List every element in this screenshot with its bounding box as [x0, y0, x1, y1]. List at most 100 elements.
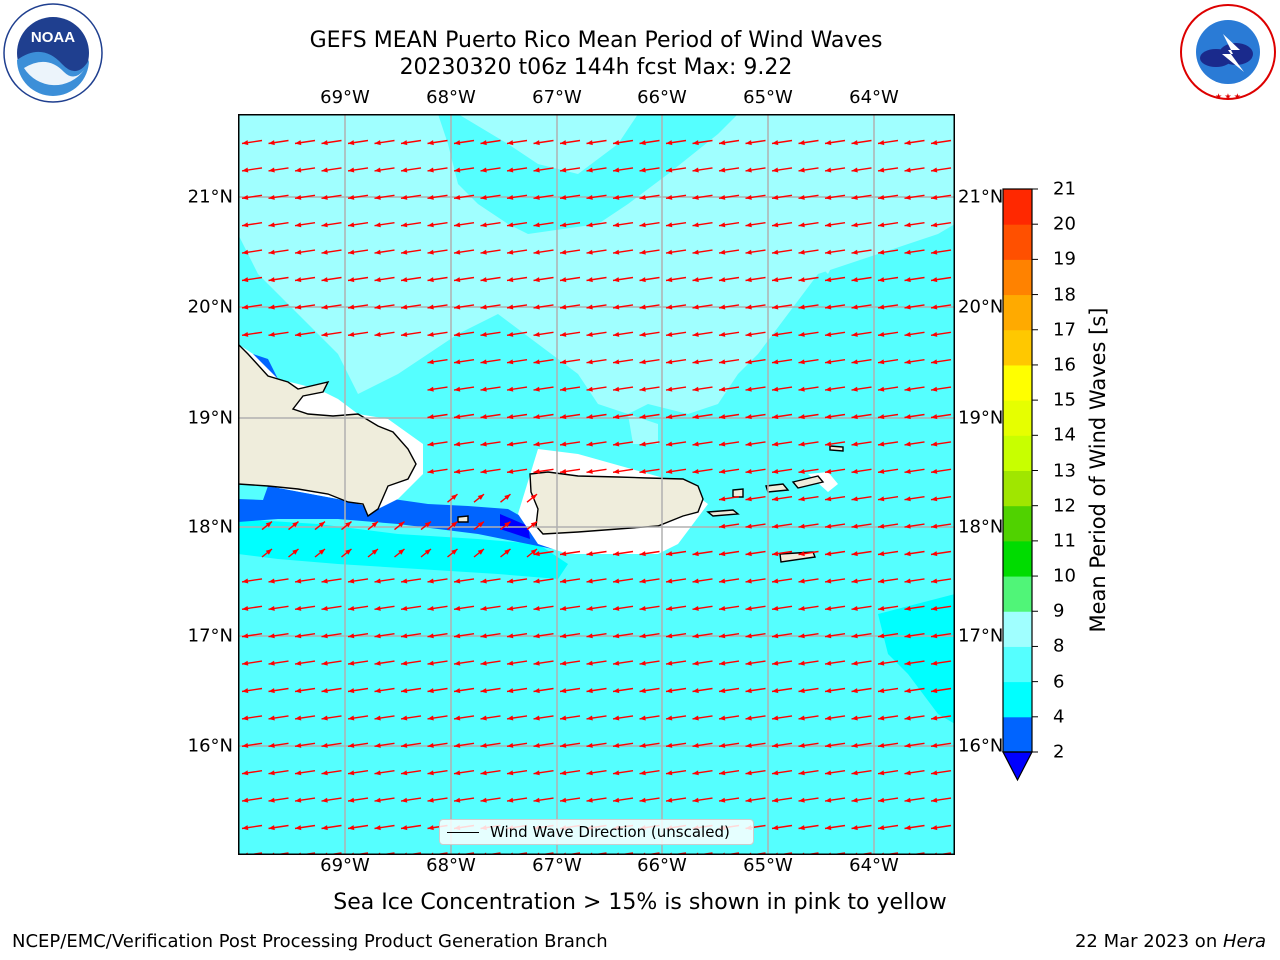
- wave-direction-arrow: [745, 167, 766, 173]
- wave-direction-arrow: [427, 742, 448, 748]
- wave-direction-arrow: [586, 304, 607, 310]
- wave-direction-arrow: [453, 578, 475, 584]
- wave-direction-arrow: [798, 770, 819, 776]
- wave-direction-arrow: [612, 633, 634, 639]
- wave-direction-arrow: [241, 276, 263, 283]
- wave-direction-arrow: [904, 413, 925, 420]
- wave-direction-arrow: [824, 687, 846, 694]
- wave-direction-arrow: [374, 222, 395, 228]
- wave-direction-arrow: [586, 441, 607, 447]
- wave-direction-arrow: [904, 578, 925, 584]
- wave-direction-arrow: [692, 276, 713, 283]
- wave-direction-arrow: [506, 386, 528, 392]
- wave-direction-arrow: [930, 441, 952, 447]
- wave-direction-arrow: [559, 276, 581, 283]
- wave-direction-arrow: [930, 276, 952, 283]
- wave-direction-arrow: [851, 687, 872, 694]
- wave-direction-arrow: [692, 304, 713, 310]
- wave-direction-arrow: [427, 304, 448, 310]
- lon-tick-top: 67°W: [532, 87, 582, 108]
- wave-direction-arrow: [824, 660, 846, 666]
- wave-direction-arrow: [347, 276, 369, 283]
- wave-direction-arrow: [824, 742, 846, 748]
- wave-direction-arrow: [665, 276, 687, 283]
- wave-direction-arrow: [241, 715, 263, 721]
- wave-direction-arrow: [241, 304, 263, 310]
- wave-direction-arrow: [261, 521, 273, 531]
- wave-direction-arrow: [559, 359, 581, 365]
- wave-direction-arrow: [718, 359, 740, 365]
- legend-label: Wind Wave Direction (unscaled): [490, 823, 730, 841]
- wave-direction-arrow: [639, 222, 660, 228]
- wave-direction-arrow: [400, 660, 422, 666]
- wave-direction-arrow: [745, 331, 766, 337]
- wave-direction-arrow: [851, 660, 872, 666]
- wave-direction-arrow: [798, 139, 819, 146]
- period-zone-8-9: [868, 144, 908, 184]
- wave-direction-arrow: [586, 687, 607, 694]
- wave-direction-arrow: [904, 331, 925, 337]
- wave-direction-arrow: [824, 578, 846, 584]
- wave-direction-arrow: [586, 742, 607, 748]
- wave-direction-arrow: [930, 496, 952, 502]
- land-island: [829, 445, 844, 452]
- wave-direction-arrow: [321, 167, 342, 173]
- wave-direction-arrow: [771, 331, 793, 337]
- wave-direction-arrow: [824, 468, 846, 474]
- wave-direction-arrow: [241, 797, 263, 803]
- wave-direction-arrow: [374, 633, 395, 639]
- wave-direction-arrow: [427, 249, 448, 255]
- colorbar-tick-label: 16: [1053, 354, 1076, 376]
- wave-direction-arrow: [639, 715, 660, 721]
- wave-direction-arrow: [447, 548, 458, 558]
- wave-direction-arrow: [665, 249, 687, 255]
- svg-text:★ ★ ★: ★ ★ ★: [1215, 92, 1241, 101]
- wave-direction-arrow: [851, 523, 872, 529]
- wave-direction-arrow: [639, 386, 660, 392]
- wave-direction-arrow: [453, 797, 475, 803]
- wave-direction-arrow: [533, 715, 554, 721]
- lat-tick-right: 21°N: [958, 186, 1004, 208]
- wave-direction-arrow: [718, 797, 740, 803]
- footer-credit: NCEP/EMC/Verification Post Processing Pr…: [12, 931, 608, 952]
- wave-direction-arrow: [665, 605, 687, 611]
- noaa-logo: NOAA: [3, 3, 103, 103]
- wave-direction-arrow: [480, 386, 501, 392]
- wave-direction-arrow: [453, 770, 475, 776]
- wave-direction-arrow: [904, 605, 925, 611]
- wave-direction-arrow: [771, 797, 793, 803]
- wave-direction-arrow: [447, 521, 458, 531]
- wave-direction-arrow: [771, 276, 793, 283]
- lat-tick-right: 18°N: [958, 516, 1004, 538]
- wave-direction-arrow: [692, 359, 713, 365]
- wave-direction-arrow: [904, 167, 925, 173]
- period-zone-2-4: [238, 486, 553, 549]
- wave-direction-arrow: [639, 139, 660, 146]
- wave-direction-arrow: [506, 331, 528, 337]
- wave-direction-arrow: [771, 139, 793, 146]
- nws-logo: ★ ★ ★: [1180, 4, 1276, 101]
- wave-direction-arrow: [824, 304, 846, 310]
- wave-direction-arrow: [427, 359, 448, 365]
- wave-direction-arrow: [824, 824, 846, 831]
- wave-direction-arrow: [533, 413, 554, 420]
- wave-direction-arrow: [294, 633, 316, 639]
- wave-direction-arrow: [771, 249, 793, 255]
- colorbar: [1002, 188, 1038, 782]
- wave-direction-arrow: [268, 824, 289, 831]
- wave-direction-arrow: [877, 550, 899, 557]
- wave-direction-arrow: [824, 441, 846, 447]
- wave-direction-arrow: [294, 304, 316, 310]
- wave-direction-arrow: [533, 550, 554, 557]
- wave-direction-arrow: [321, 276, 342, 283]
- wave-direction-arrow: [506, 194, 528, 200]
- wave-direction-arrow: [533, 139, 554, 146]
- wave-direction-arrow: [665, 386, 687, 392]
- wave-direction-arrow: [314, 548, 326, 558]
- wave-direction-arrow: [288, 548, 299, 558]
- wave-direction-arrow: [374, 797, 395, 803]
- wave-direction-arrow: [665, 304, 687, 310]
- wave-direction-arrow: [930, 770, 952, 776]
- wave-direction-arrow: [586, 715, 607, 721]
- wave-direction-arrow: [798, 359, 819, 365]
